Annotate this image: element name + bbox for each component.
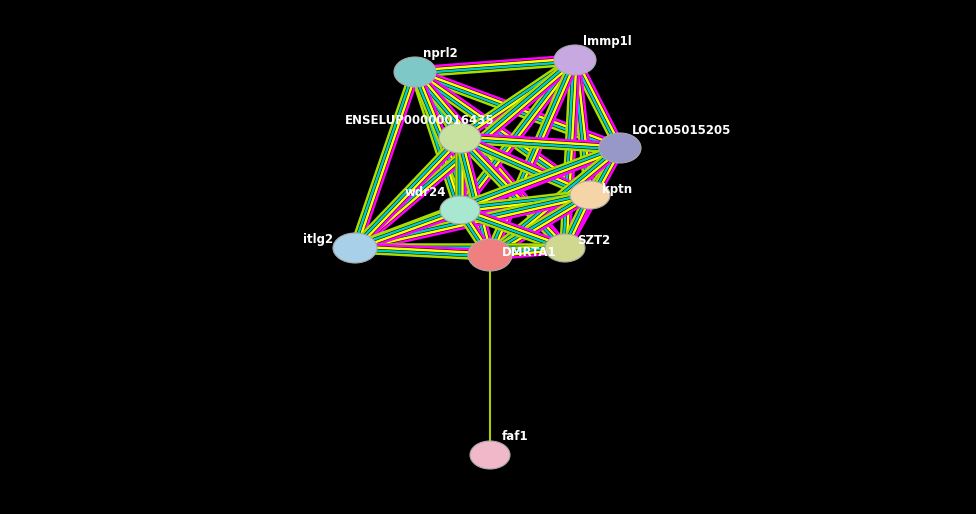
Text: SZT2: SZT2 xyxy=(577,233,610,247)
Text: DMRTA1: DMRTA1 xyxy=(502,247,556,260)
Ellipse shape xyxy=(468,239,512,271)
Ellipse shape xyxy=(599,133,641,163)
Text: lmmp1l: lmmp1l xyxy=(583,35,631,48)
Text: itlg2: itlg2 xyxy=(303,233,333,247)
Ellipse shape xyxy=(440,196,480,224)
Ellipse shape xyxy=(394,57,436,87)
Text: LOC105015205: LOC105015205 xyxy=(632,123,731,137)
Ellipse shape xyxy=(439,123,481,153)
Ellipse shape xyxy=(333,233,377,263)
Ellipse shape xyxy=(570,181,610,209)
Ellipse shape xyxy=(554,45,596,75)
Ellipse shape xyxy=(470,441,510,469)
Text: faf1: faf1 xyxy=(502,431,529,444)
Text: ENSELUP00000016435: ENSELUP00000016435 xyxy=(345,114,495,126)
Text: wdr24: wdr24 xyxy=(405,186,446,198)
Text: kptn: kptn xyxy=(602,182,632,195)
Ellipse shape xyxy=(545,234,585,262)
Text: nprl2: nprl2 xyxy=(423,47,458,61)
